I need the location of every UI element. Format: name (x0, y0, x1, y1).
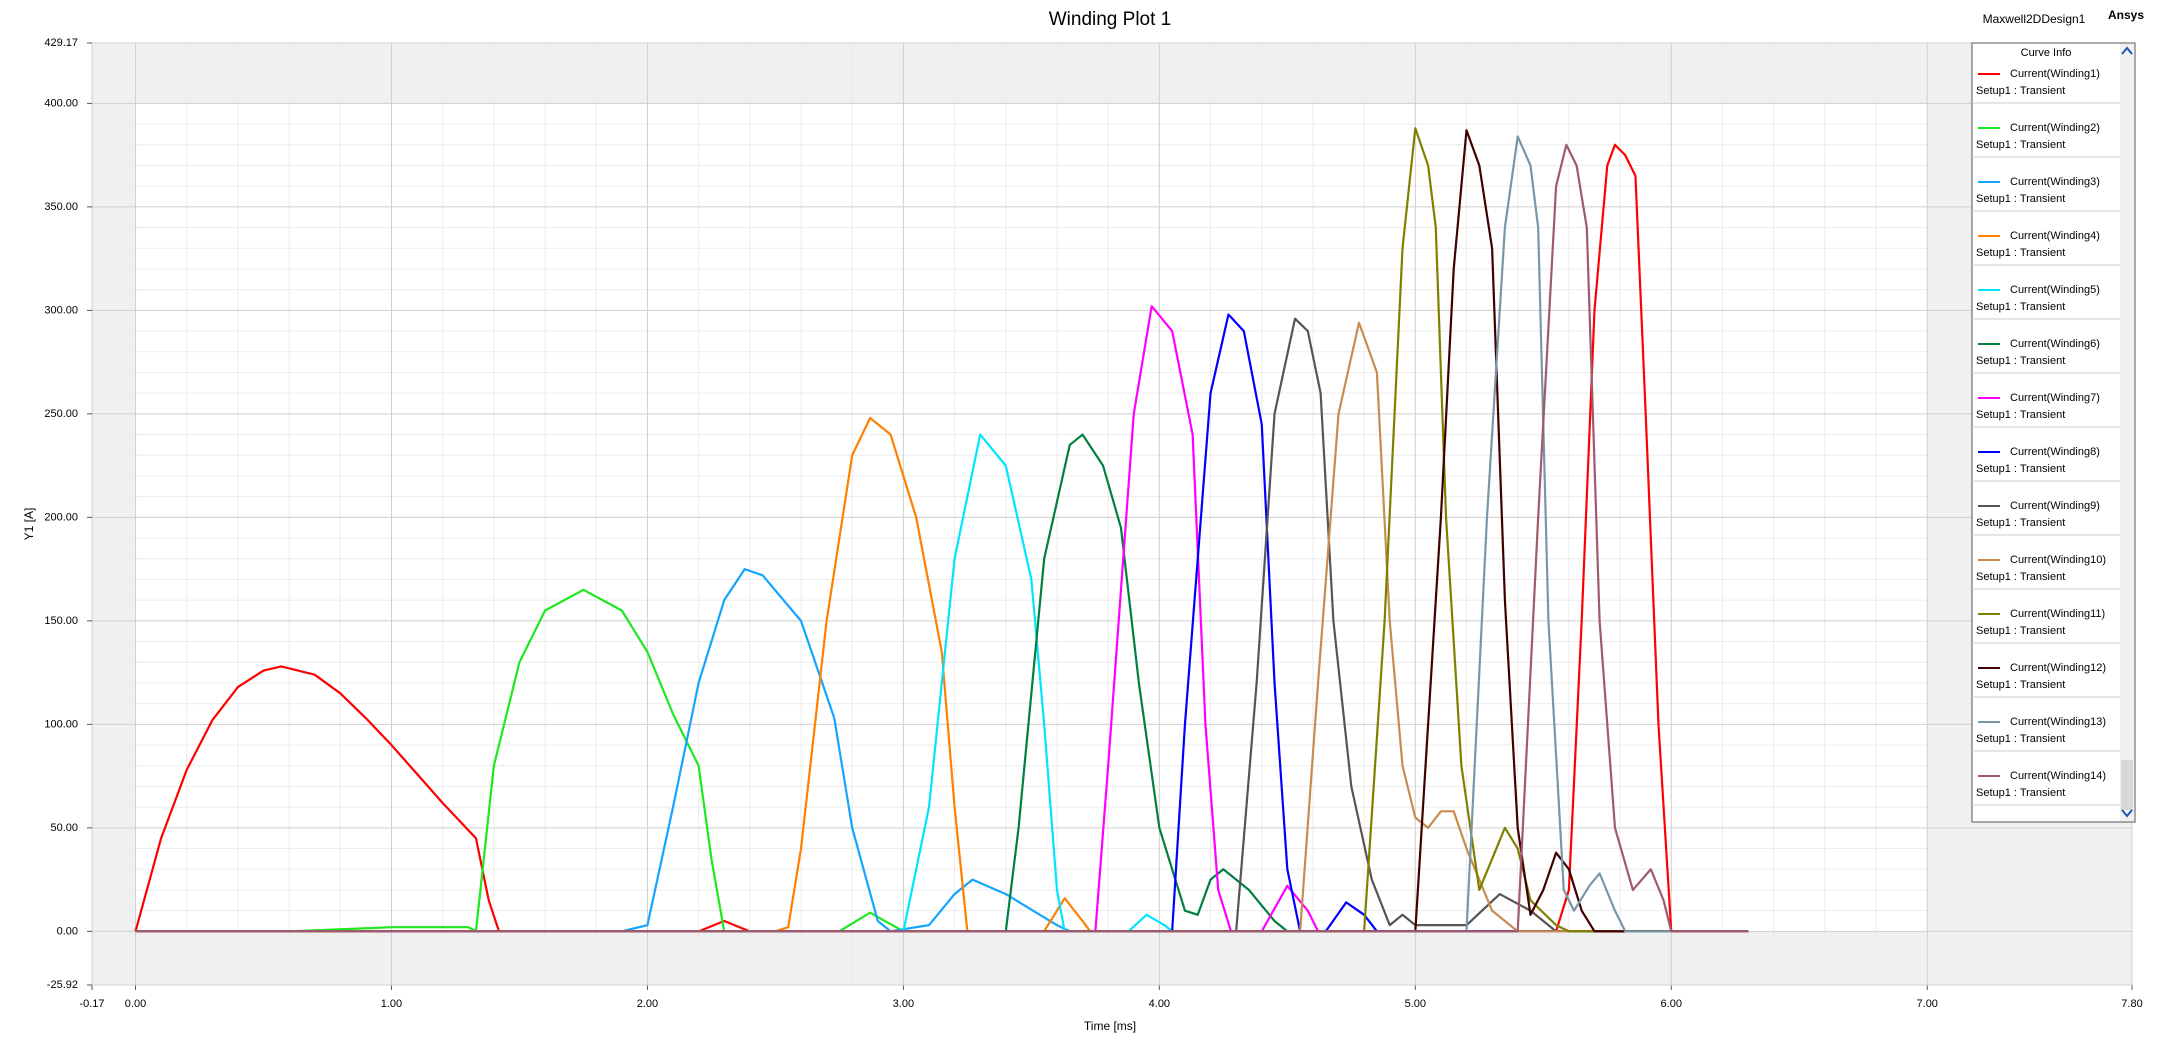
series-line (135, 143, 1749, 933)
y-tick-label: -25.92 (47, 979, 78, 991)
x-tick-label: 5.00 (1405, 998, 1426, 1010)
y-tick-label: 100.00 (44, 718, 78, 730)
legend-setup: Setup1 : Transient (1976, 679, 2065, 691)
y-tick-label: 50.00 (50, 822, 78, 834)
scroll-up[interactable] (2121, 46, 2133, 55)
legend-setup: Setup1 : Transient (1976, 733, 2065, 745)
legend-label: Current(Winding8) (2010, 446, 2100, 458)
legend-setup: Setup1 : Transient (1976, 355, 2065, 367)
chart-title: Winding Plot 1 (1049, 9, 1172, 30)
legend-setup: Setup1 : Transient (1976, 409, 2065, 421)
series-line (135, 416, 1749, 933)
scrollbar[interactable] (2120, 44, 2134, 821)
legend-setup: Setup1 : Transient (1976, 625, 2065, 637)
y-tick-label: 300.00 (44, 304, 78, 316)
legend-label: Current(Winding10) (2010, 554, 2106, 566)
y-tick-label: 429.17 (44, 37, 78, 49)
plot-area: -0.17 0.00 1.00 2.00 3.00 4.00 5.00 6.00 7.00 7.8… (44, 37, 2142, 1010)
legend-label: Current(Winding3) (2010, 176, 2100, 188)
x-tick-label: -0.17 (79, 998, 104, 1010)
legend-title: Curve Info (2021, 47, 2072, 59)
y-tick-label: 200.00 (44, 511, 78, 523)
x-tick-label: 4.00 (1149, 998, 1170, 1010)
x-tick-label: 7.00 (1917, 998, 1938, 1010)
legend-setup: Setup1 : Transient (1976, 193, 2065, 205)
legend: Curve Info Current(Winding1) Setup1 : Tra… (1971, 42, 2136, 823)
legend-setup: Setup1 : Transient (1976, 301, 2065, 313)
series-line (135, 317, 1749, 933)
y-tick-label: 400.00 (44, 97, 78, 109)
scroll-down[interactable] (2121, 809, 2133, 818)
brand: Ansys (2108, 8, 2144, 22)
series-line (135, 568, 1749, 933)
y-tick-label: 250.00 (44, 408, 78, 420)
scroll-thumb[interactable] (2121, 760, 2133, 810)
legend-label: Current(Winding6) (2010, 338, 2100, 350)
y-axis-label: Y1 [A] (22, 508, 36, 541)
series-line (135, 135, 1749, 933)
legend-setup: Setup1 : Transient (1976, 463, 2065, 475)
legend-box (1971, 42, 2136, 823)
y-tick-label: 150.00 (44, 615, 78, 627)
legend-label: Current(Winding11) (2010, 608, 2105, 620)
y-tick-label: 350.00 (44, 201, 78, 213)
series-line (135, 321, 1749, 933)
x-tick-label: 1.00 (381, 998, 402, 1010)
series-line (135, 305, 1749, 933)
series-line (135, 127, 1749, 933)
legend-label: Current(Winding14) (2010, 770, 2106, 782)
series-line (135, 129, 1749, 933)
legend-setup: Setup1 : Transient (1976, 139, 2065, 151)
legend-label: Current(Winding1) (2010, 68, 2100, 80)
y-tick-label: 0.00 (57, 925, 78, 937)
series-line (135, 433, 1749, 933)
legend-setup: Setup1 : Transient (1976, 571, 2065, 583)
legend-label: Current(Winding7) (2010, 392, 2100, 404)
legend-setup: Setup1 : Transient (1976, 247, 2065, 259)
legend-label: Current(Winding12) (2010, 662, 2106, 674)
legend-setup: Setup1 : Transient (1976, 787, 2065, 799)
series-line (135, 313, 1749, 933)
legend-setup: Setup1 : Transient (1976, 85, 2065, 97)
x-tick-label: 2.00 (637, 998, 658, 1010)
legend-label: Current(Winding9) (2010, 500, 2100, 512)
legend-label: Current(Winding13) (2010, 716, 2106, 728)
legend-label: Current(Winding5) (2010, 284, 2100, 296)
x-tick-label: 0.00 (125, 998, 146, 1010)
series-line (135, 433, 1749, 933)
x-axis-label: Time [ms] (1084, 1019, 1136, 1033)
x-tick-label: 3.00 (893, 998, 914, 1010)
legend-setup: Setup1 : Transient (1976, 517, 2065, 529)
legend-label: Current(Winding4) (2010, 230, 2100, 242)
design-name: Maxwell2DDesign1 (1983, 12, 2086, 26)
legend-label: Current(Winding2) (2010, 122, 2100, 134)
x-tick-label: 7.80 (2121, 998, 2142, 1010)
x-tick-label: 6.00 (1661, 998, 1682, 1010)
